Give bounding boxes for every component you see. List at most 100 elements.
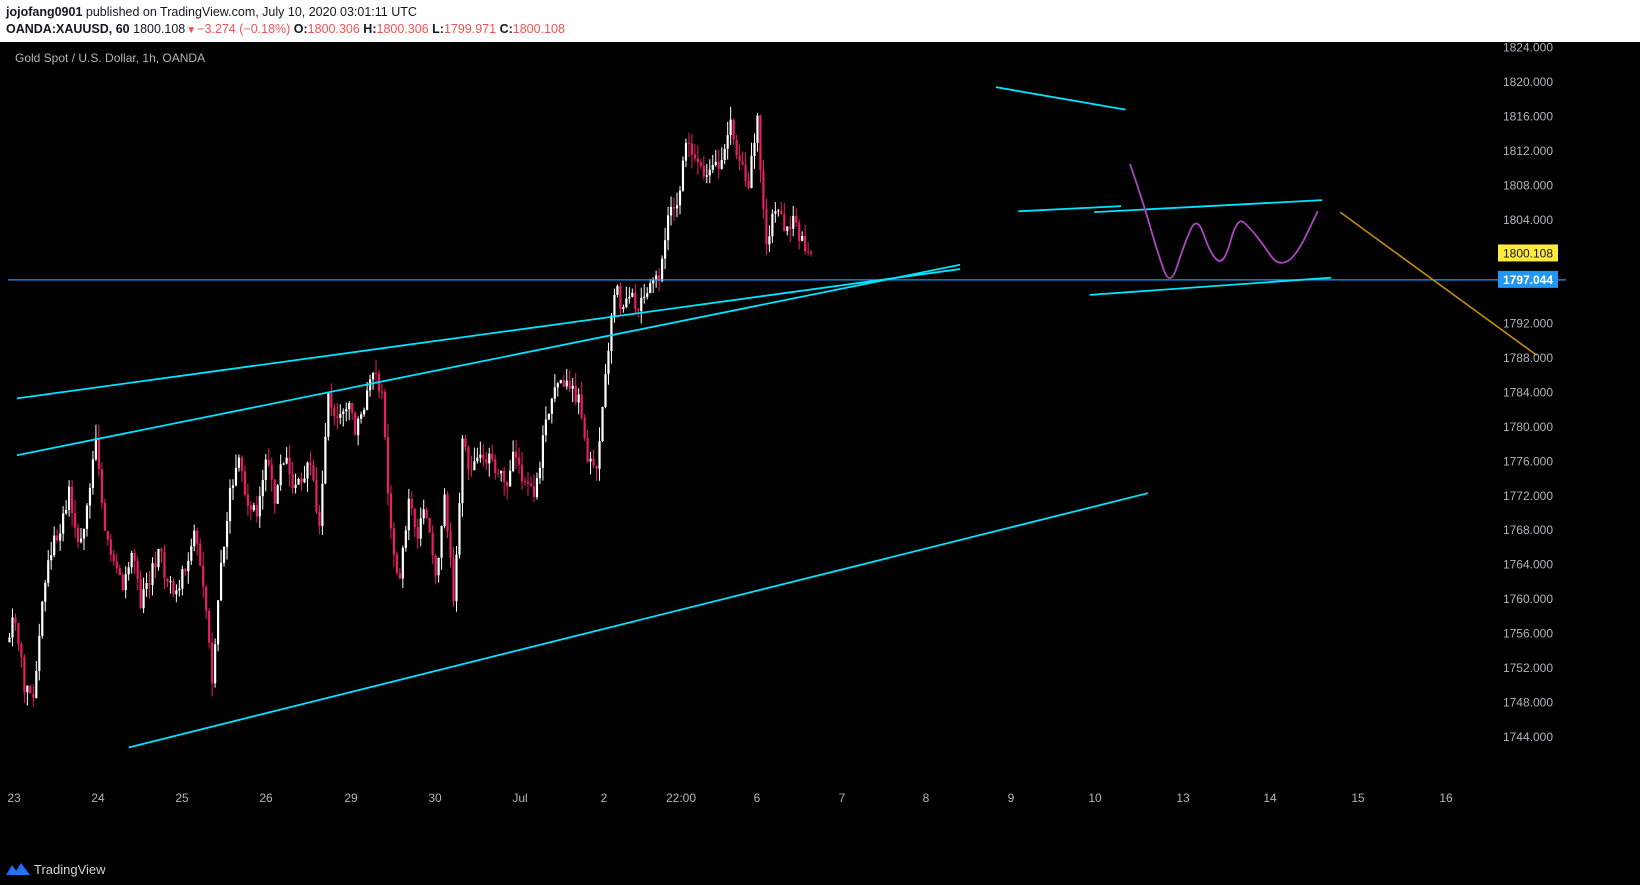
candle-body bbox=[291, 473, 294, 488]
candle-body bbox=[726, 135, 729, 149]
candle-body bbox=[365, 390, 369, 410]
candle-body bbox=[8, 637, 11, 643]
candle-body bbox=[631, 292, 634, 297]
candle-body bbox=[714, 161, 717, 166]
open-label: O: bbox=[293, 22, 308, 36]
candle-body bbox=[85, 505, 89, 529]
candle-body bbox=[765, 208, 768, 245]
candle-body bbox=[458, 503, 461, 555]
candle-body bbox=[443, 494, 446, 526]
candle-body bbox=[389, 493, 393, 529]
candle-body bbox=[672, 206, 676, 209]
candle-body bbox=[696, 158, 699, 163]
low-value: 1799.971 bbox=[443, 22, 497, 36]
candle-body bbox=[193, 530, 196, 547]
author-name[interactable]: jojofang0901 bbox=[6, 5, 83, 19]
candle-body bbox=[494, 459, 497, 473]
candle-body bbox=[145, 583, 148, 590]
price-chart[interactable]: 23 24 25 26 29 30 Jul 2 22:00 6 7 8 9 10 13 14 15 16 1824.… bbox=[0, 41, 1640, 852]
candle-body bbox=[613, 294, 616, 316]
candle-body bbox=[258, 496, 261, 517]
candle-body bbox=[386, 437, 390, 494]
y-tick-label: 1792.000 bbox=[1503, 316, 1553, 330]
candle-body bbox=[199, 543, 202, 566]
candle-body bbox=[67, 486, 71, 511]
candle-body bbox=[208, 610, 211, 643]
candle-body bbox=[214, 644, 217, 684]
chart-title: Gold Spot / U.S. Dollar, 1h, OANDA bbox=[15, 51, 205, 65]
candle-body bbox=[574, 385, 577, 403]
candle-body bbox=[363, 409, 366, 415]
y-tick-label: 1752.000 bbox=[1503, 661, 1553, 675]
y-tick-label: 1744.000 bbox=[1503, 730, 1553, 744]
candle-body bbox=[172, 581, 175, 595]
y-tick-label: 1820.000 bbox=[1503, 75, 1553, 89]
candle-body bbox=[702, 165, 705, 177]
candle-body bbox=[23, 656, 26, 693]
candle-body bbox=[777, 210, 780, 212]
candle-body bbox=[11, 617, 14, 638]
candle-body bbox=[79, 538, 83, 543]
tradingview-brand[interactable]: TradingView bbox=[34, 862, 106, 877]
candle-body bbox=[219, 562, 223, 601]
candle-body bbox=[774, 211, 777, 214]
candle-body bbox=[106, 530, 109, 540]
candle-body bbox=[592, 458, 595, 466]
candle-body bbox=[401, 547, 404, 579]
y-tick-label: 1788.000 bbox=[1503, 351, 1553, 365]
candle-body bbox=[747, 181, 750, 188]
candle-body bbox=[91, 459, 95, 488]
x-tick-label: 24 bbox=[91, 791, 105, 805]
x-tick-label: 7 bbox=[839, 791, 846, 805]
candle-body bbox=[136, 560, 139, 579]
candle-body bbox=[309, 462, 312, 466]
candle-body bbox=[553, 387, 556, 399]
x-tick-label: 9 bbox=[1008, 791, 1015, 805]
candle-body bbox=[449, 531, 452, 558]
candle-body bbox=[738, 155, 741, 162]
candle-body bbox=[455, 554, 458, 602]
candle-body bbox=[160, 548, 163, 552]
candle-body bbox=[371, 372, 375, 380]
candle-body bbox=[246, 494, 249, 506]
x-tick-label: Jul bbox=[512, 791, 527, 805]
candle-body bbox=[720, 159, 723, 169]
candle-body bbox=[795, 215, 798, 223]
candle-body bbox=[133, 552, 136, 561]
candle-body bbox=[395, 554, 398, 573]
candle-body bbox=[768, 236, 771, 245]
candle-body bbox=[151, 563, 154, 585]
x-tick-label: 14 bbox=[1263, 791, 1277, 805]
candle-body bbox=[321, 483, 324, 526]
candle-body bbox=[318, 511, 321, 526]
candle-body bbox=[786, 226, 789, 232]
candle-body bbox=[732, 119, 735, 140]
candle-body bbox=[509, 470, 512, 487]
candle-body bbox=[687, 142, 691, 144]
chart-area[interactable]: 23 24 25 26 29 30 Jul 2 22:00 6 7 8 9 10 13 14 15 16 1824.… bbox=[0, 41, 1640, 852]
candle-body bbox=[604, 373, 607, 407]
candle-body bbox=[571, 385, 574, 389]
candle-body bbox=[661, 258, 664, 282]
candle-body bbox=[517, 457, 521, 465]
candle-body bbox=[315, 480, 318, 512]
candle-body bbox=[473, 461, 476, 471]
candle-body bbox=[202, 565, 205, 587]
candle-body bbox=[419, 518, 422, 539]
ohlc-line: OANDA:XAUUSD, 60 1800.108▼−3.274 (−0.18%… bbox=[6, 22, 565, 36]
candle-body bbox=[29, 685, 32, 694]
candle-body bbox=[669, 206, 673, 216]
chart-header: jojofang0901 published on TradingView.co… bbox=[0, 0, 1640, 42]
candle-body bbox=[35, 670, 38, 698]
close-label: C: bbox=[499, 22, 513, 36]
y-tick-label: 1764.000 bbox=[1503, 558, 1553, 572]
candle-body bbox=[351, 403, 354, 413]
candle-body bbox=[705, 175, 708, 177]
open-value: 1800.306 bbox=[307, 22, 360, 36]
high-label: H: bbox=[363, 22, 377, 36]
candle-body bbox=[294, 484, 297, 488]
footer-bar: TradingView bbox=[0, 852, 1640, 885]
candle-body bbox=[607, 350, 610, 374]
candle-body bbox=[506, 481, 509, 487]
candle-body bbox=[437, 557, 440, 576]
